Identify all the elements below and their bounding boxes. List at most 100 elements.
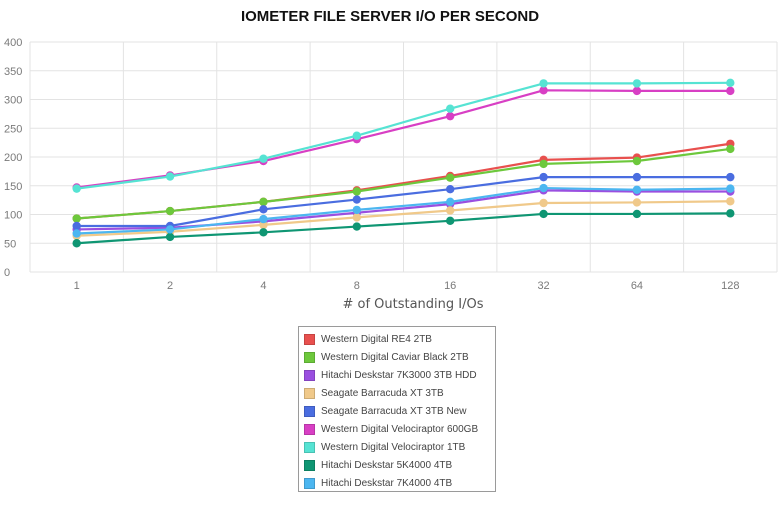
data-point (632, 209, 642, 219)
y-axis-ticks: 0 50 100 150 200 250 300 350 400 (4, 37, 22, 279)
data-point (726, 78, 735, 88)
data-point (632, 79, 642, 88)
data-point (165, 206, 175, 216)
data-point (72, 239, 81, 248)
data-point (352, 187, 362, 196)
legend-label: Hitachi Deskstar 7K4000 4TB (321, 477, 453, 489)
legend-item: Seagate Barracuda XT 3TB (304, 384, 495, 402)
data-point (632, 185, 642, 194)
legend-item: Western Digital RE4 2TB (304, 330, 495, 348)
data-point (445, 206, 455, 215)
series-line (76, 81, 731, 190)
x-tick-label: 32 (537, 280, 549, 292)
data-point (726, 209, 735, 218)
y-tick-label: 300 (4, 95, 22, 107)
legend-item: Hitachi Deskstar 7K4000 4TB (304, 474, 495, 492)
data-point (165, 172, 175, 181)
data-point (445, 173, 455, 182)
series-western-digital-caviar-black-2tb (72, 144, 735, 223)
series-hitachi-deskstar-5k4000-4tb (72, 209, 735, 248)
y-tick-label: 350 (4, 66, 22, 78)
y-tick-label: 400 (4, 37, 22, 49)
data-point (352, 213, 362, 222)
data-point (632, 156, 642, 166)
data-point (352, 222, 362, 231)
data-point (726, 144, 735, 154)
legend-swatch (304, 369, 315, 381)
data-point (259, 197, 268, 207)
data-point (726, 172, 735, 182)
data-point (539, 159, 548, 169)
y-tick-label: 250 (4, 123, 22, 135)
legend-item: Seagate Barracuda XT 3TB New (304, 402, 495, 420)
data-point (539, 172, 548, 182)
data-point (445, 216, 455, 226)
x-tick-label: 16 (444, 280, 456, 292)
x-tick-label: 128 (721, 280, 739, 292)
data-point (539, 79, 548, 88)
series-line (76, 212, 731, 245)
x-tick-label: 4 (260, 280, 266, 292)
data-point (632, 198, 642, 207)
legend-swatch (304, 351, 315, 363)
data-point (72, 184, 81, 193)
data-point (259, 154, 268, 163)
data-point (259, 220, 268, 230)
legend-label: Western Digital RE4 2TB (321, 333, 432, 345)
data-point (352, 131, 362, 140)
data-point (632, 86, 642, 96)
data-point (539, 183, 548, 193)
y-tick-label: 50 (4, 238, 16, 250)
x-tick-label: 2 (167, 280, 173, 292)
data-point (445, 185, 455, 194)
data-point (259, 214, 268, 224)
legend-label: Western Digital Velociraptor 1TB (321, 441, 466, 453)
data-point (539, 209, 548, 219)
data-point (726, 86, 735, 96)
data-point (165, 232, 175, 242)
series-line (76, 186, 731, 235)
data-point (632, 172, 642, 182)
data-point (72, 221, 81, 231)
data-point (259, 205, 268, 214)
legend-label: Western Digital Caviar Black 2TB (321, 351, 469, 363)
data-point (259, 228, 268, 237)
series-line (76, 147, 731, 220)
legend-item: Western Digital Caviar Black 2TB (304, 348, 495, 366)
legend-item: Hitachi Deskstar 7K3000 3TB HDD (304, 366, 495, 384)
data-point (72, 214, 81, 223)
data-point (445, 104, 455, 113)
data-point (539, 198, 548, 208)
data-point (352, 205, 362, 215)
legend-swatch (304, 387, 315, 399)
legend-swatch (304, 405, 315, 417)
data-point (445, 197, 455, 207)
x-axis-ticks: 1 2 4 8 16 32 64 128 (74, 280, 740, 292)
data-point (72, 229, 81, 238)
legend: Western Digital RE4 2TB Western Digital C… (298, 326, 496, 492)
x-tick-label: 8 (354, 280, 360, 292)
y-tick-label: 0 (4, 267, 10, 279)
legend-label: Seagate Barracuda XT 3TB New (321, 405, 467, 417)
data-point (165, 225, 175, 234)
x-tick-label: 1 (74, 280, 80, 292)
legend-swatch (304, 333, 315, 345)
legend-swatch (304, 477, 315, 489)
legend-item: Hitachi Deskstar 5K4000 4TB (304, 456, 495, 474)
series-hitachi-deskstar-7k4000-4tb (72, 183, 735, 238)
data-point (726, 184, 735, 193)
y-tick-label: 200 (4, 152, 22, 164)
series-line (76, 176, 731, 228)
legend-label: Seagate Barracuda XT 3TB (321, 387, 444, 399)
x-axis-title: # of Outstanding I/Os (342, 297, 483, 312)
legend-label: Hitachi Deskstar 7K3000 3TB HDD (321, 369, 477, 381)
chart-title: IOMETER FILE SERVER I/O PER SECOND (240, 8, 540, 25)
legend-swatch (304, 441, 315, 453)
legend-swatch (304, 459, 315, 471)
data-point (352, 195, 362, 204)
series-group (72, 78, 735, 248)
legend-swatch (304, 423, 315, 435)
legend-item: Western Digital Velociraptor 1TB (304, 438, 495, 456)
y-tick-label: 100 (4, 210, 22, 222)
